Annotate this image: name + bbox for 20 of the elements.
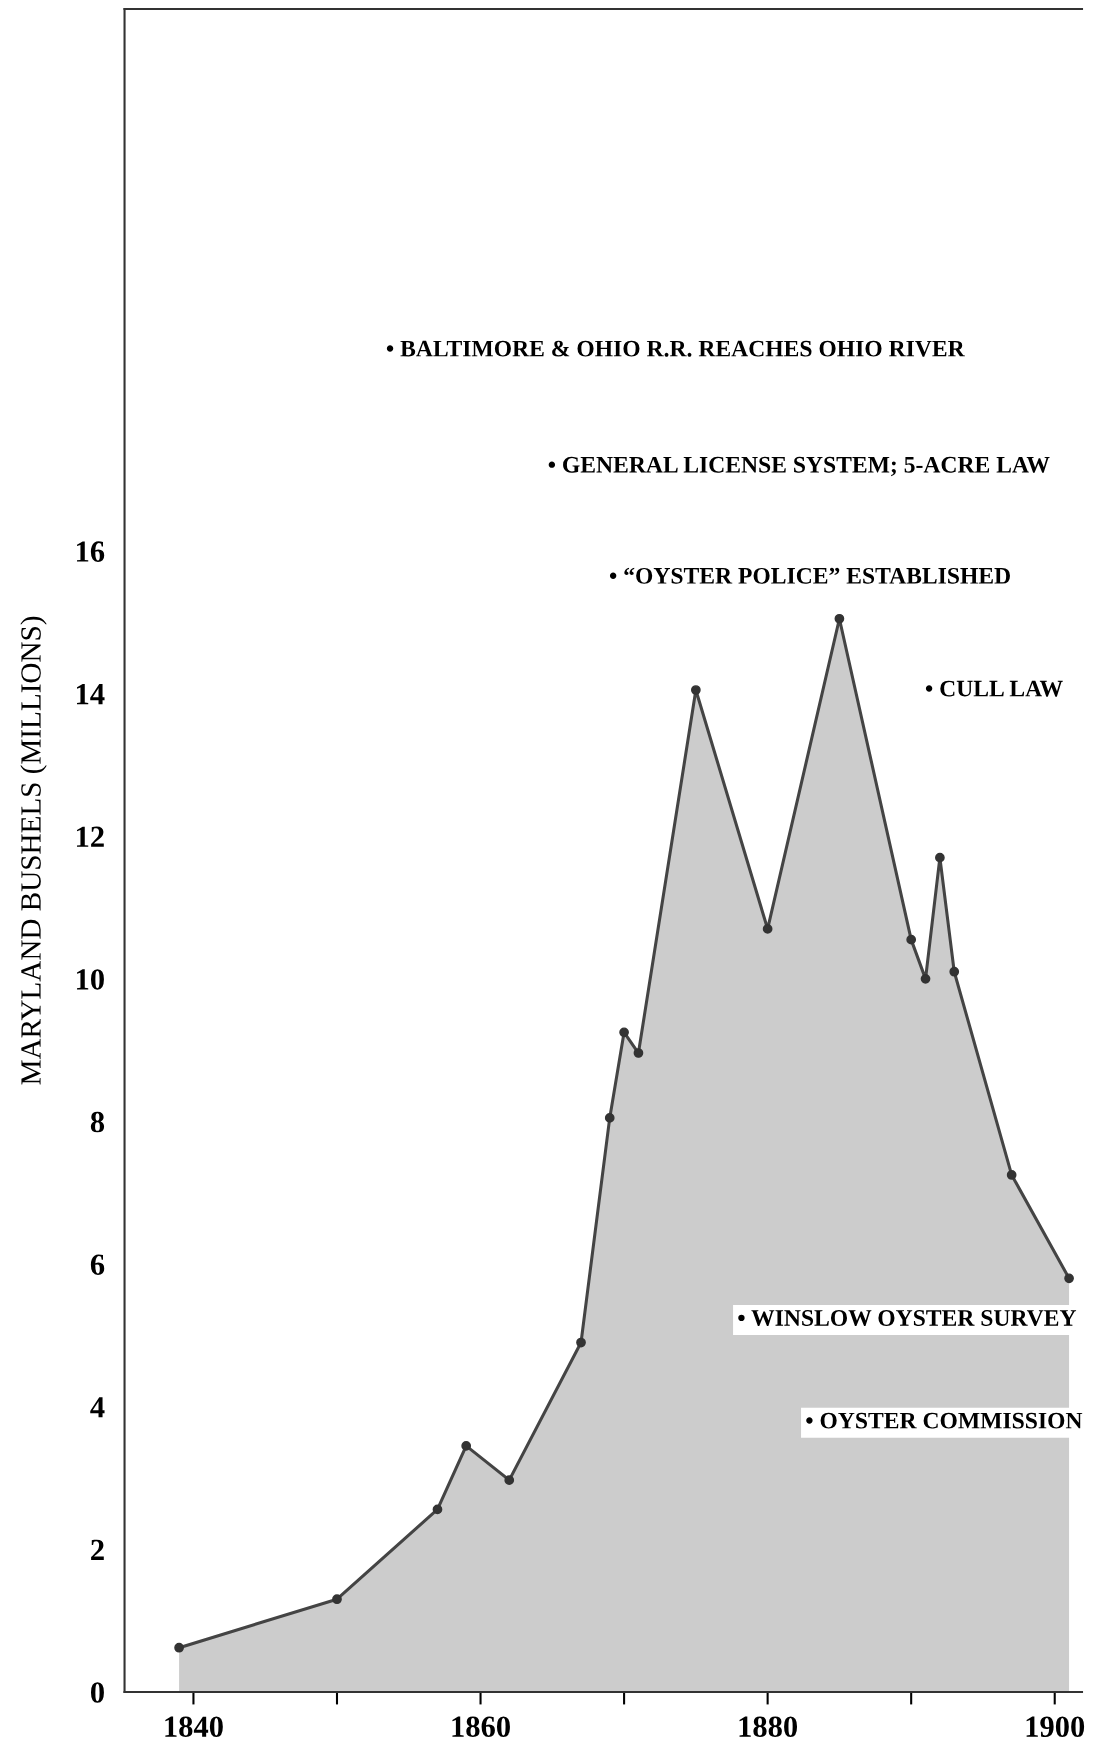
y-tick-label: 8 — [90, 1111, 105, 1133]
annotation: • CULL LAW — [925, 680, 1063, 697]
y-tick-label: 14 — [76, 684, 105, 705]
x-tick-label: 1860 — [452, 1716, 510, 1738]
y-tick-label: 16 — [76, 541, 105, 562]
y-tick-label: 4 — [90, 1397, 105, 1418]
y-tick-label: 2 — [91, 1539, 104, 1560]
x-tick-label: 1840 — [165, 1716, 223, 1738]
annotation: • “OYSTER POLICE” ESTABLISHED — [609, 567, 1010, 584]
annotation: • BALTIMORE & OHIO R.R. REACHES OHIO RIVER — [386, 340, 965, 357]
annotation: • OYSTER COMMISSION — [806, 1412, 1083, 1429]
y-tick-label: 0 — [90, 1682, 104, 1703]
x-tick-label: 1880 — [739, 1716, 798, 1738]
x-tick-label: 1900 — [1026, 1716, 1085, 1738]
y-tick-label: 12 — [76, 826, 104, 847]
y-tick-label: 6 — [90, 1254, 105, 1275]
annotation: • WINSLOW OYSTER SURVEY — [738, 1310, 1077, 1327]
annotation: • GENERAL LICENSE SYSTEM; 5-ACRE LAW — [548, 456, 1050, 477]
y-tick-label: 10 — [76, 969, 104, 990]
y-axis-title: MARYLAND BUSHELS (MILLIONS) — [20, 616, 47, 1085]
